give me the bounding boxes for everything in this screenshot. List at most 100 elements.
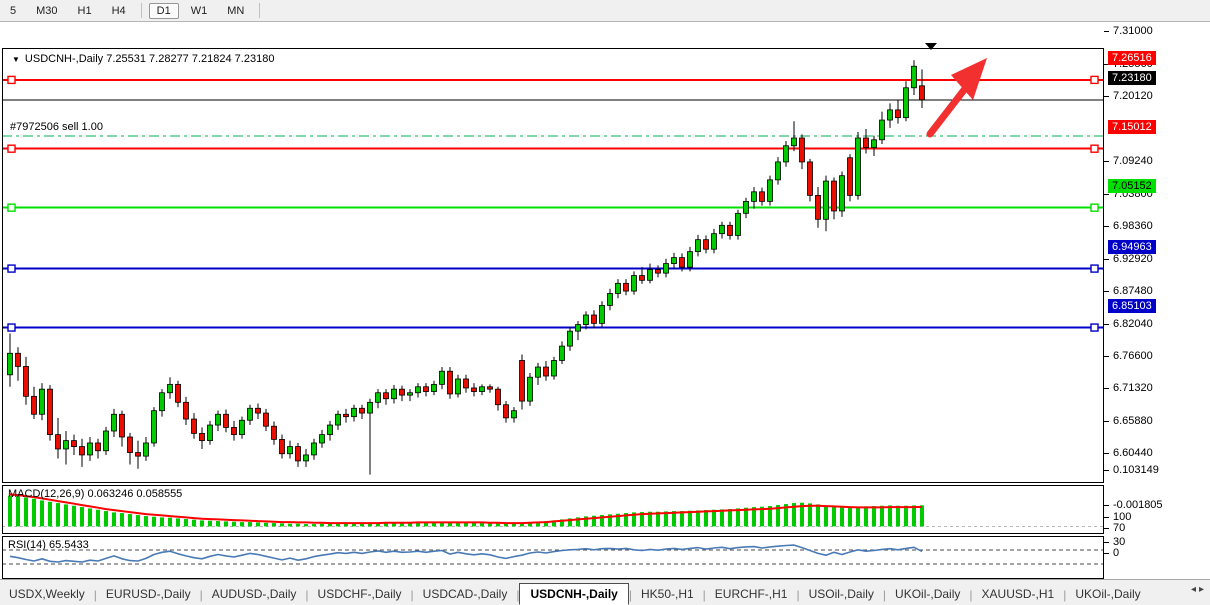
rsi-line bbox=[9, 544, 923, 563]
chart-tab-usdx-weekly[interactable]: USDX,Weekly bbox=[9, 587, 85, 601]
macd-histogram-bar bbox=[304, 524, 308, 527]
chart-tab-ukoil-daily[interactable]: UKOil-,Daily bbox=[895, 587, 961, 601]
candle bbox=[751, 187, 757, 209]
line-handle[interactable] bbox=[1090, 323, 1099, 332]
macd-histogram-bar bbox=[264, 522, 268, 527]
axis-tick-mark bbox=[1104, 31, 1109, 32]
macd-histogram-bar bbox=[688, 510, 692, 527]
sell-order-label[interactable]: #7972506 sell 1.00 bbox=[10, 120, 103, 133]
chart-tab-usoil-daily[interactable]: USOil-,Daily bbox=[808, 587, 874, 601]
macd-histogram-bar bbox=[544, 521, 548, 527]
candle bbox=[15, 347, 21, 381]
macd-histogram-bar bbox=[384, 522, 388, 527]
macd-histogram-bar bbox=[376, 522, 380, 527]
timeframe-button-m30[interactable]: M30 bbox=[36, 4, 58, 17]
candle bbox=[479, 384, 485, 396]
timeframe-button-h1[interactable]: H1 bbox=[77, 4, 92, 17]
price-pane[interactable] bbox=[2, 48, 1104, 483]
macd-histogram-bar bbox=[168, 517, 172, 527]
macd-histogram-bar bbox=[280, 523, 284, 527]
chart-tab-xauusd-h1[interactable]: XAUUSD-,H1 bbox=[981, 587, 1055, 601]
candle bbox=[503, 401, 509, 423]
rsi-pane[interactable] bbox=[2, 536, 1104, 579]
candle bbox=[727, 221, 733, 240]
chart-tab-usdcad-daily[interactable]: USDCAD-,Daily bbox=[422, 587, 508, 601]
candle bbox=[583, 311, 589, 330]
macd-histogram-bar bbox=[512, 523, 516, 527]
candle bbox=[447, 367, 453, 399]
macd-histogram-bar bbox=[696, 510, 700, 527]
candle bbox=[919, 69, 925, 108]
macd-histogram-bar bbox=[616, 513, 620, 527]
candle bbox=[135, 440, 141, 469]
macd-histogram-bar bbox=[192, 519, 196, 527]
candle bbox=[119, 410, 125, 447]
macd-pane[interactable] bbox=[2, 485, 1104, 534]
triangle-marker-icon[interactable] bbox=[925, 43, 937, 50]
candle bbox=[863, 129, 869, 154]
candle bbox=[71, 434, 77, 455]
axis-tick-mark bbox=[1104, 96, 1109, 97]
candle bbox=[735, 209, 741, 240]
candle bbox=[719, 221, 725, 239]
timeframe-button-5[interactable]: 5 bbox=[10, 4, 17, 17]
candle bbox=[823, 175, 829, 232]
chart-region: ▼ USDCNH-,Daily 7.25531 7.28277 7.21824 7… bbox=[0, 22, 1210, 595]
line-handle[interactable] bbox=[7, 203, 16, 212]
chart-tab-ukoil-daily[interactable]: UKOil-,Daily bbox=[1075, 587, 1141, 601]
candle bbox=[239, 416, 245, 439]
macd-histogram-bar bbox=[776, 505, 780, 527]
candle bbox=[63, 431, 69, 465]
macd-histogram-bar bbox=[408, 522, 412, 527]
macd-histogram-bar bbox=[120, 513, 124, 527]
line-handle[interactable] bbox=[1090, 144, 1099, 153]
chart-tab-audusd-daily[interactable]: AUDUSD-,Daily bbox=[211, 587, 297, 601]
candle bbox=[327, 420, 333, 441]
candle bbox=[807, 158, 813, 202]
price-axis-label: 70 bbox=[1113, 522, 1126, 534]
candle bbox=[911, 60, 917, 95]
axis-tick-mark bbox=[1104, 291, 1109, 292]
macd-histogram-bar bbox=[440, 522, 444, 527]
price-axis-label: 7.20120 bbox=[1113, 90, 1153, 102]
macd-histogram-bar bbox=[712, 509, 716, 527]
macd-histogram-bar bbox=[848, 507, 852, 527]
price-axis-label: 6.82040 bbox=[1113, 318, 1153, 330]
macd-histogram-bar bbox=[72, 505, 76, 527]
tab-scroll-left-icon[interactable]: ◂ bbox=[1190, 584, 1199, 595]
line-handle[interactable] bbox=[7, 144, 16, 153]
line-handle[interactable] bbox=[7, 75, 16, 85]
chart-tab-eurusd-daily[interactable]: EURUSD-,Daily bbox=[105, 587, 191, 601]
line-handle[interactable] bbox=[7, 323, 16, 332]
line-handle[interactable] bbox=[1090, 203, 1099, 212]
tab-scroll-right-icon[interactable]: ▸ bbox=[1198, 584, 1207, 595]
timeframe-button-h4[interactable]: H4 bbox=[111, 4, 126, 17]
chart-tab-usdcnh-daily[interactable]: USDCNH-,Daily bbox=[519, 583, 629, 605]
candle bbox=[255, 403, 261, 420]
candle bbox=[415, 383, 421, 398]
line-handle[interactable] bbox=[1090, 75, 1099, 85]
tab-separator: | bbox=[969, 588, 973, 602]
chart-tab-eurchf-h1[interactable]: EURCHF-,H1 bbox=[714, 587, 788, 601]
tab-scroll-arrows[interactable]: ◂▸ bbox=[1191, 584, 1207, 595]
timeframe-button-mn[interactable]: MN bbox=[227, 4, 245, 17]
price-axis-label: 6.87480 bbox=[1113, 285, 1153, 297]
candle bbox=[79, 438, 85, 467]
macd-histogram-bar bbox=[760, 506, 764, 527]
timeframe-button-d1[interactable]: D1 bbox=[148, 2, 179, 19]
macd-histogram-bar bbox=[744, 507, 748, 527]
line-handle[interactable] bbox=[1090, 264, 1099, 273]
candle bbox=[167, 377, 173, 399]
chart-tab-hk50-h1[interactable]: HK50-,H1 bbox=[640, 587, 694, 601]
macd-histogram-bar bbox=[912, 505, 916, 527]
macd-histogram-bar bbox=[136, 515, 140, 527]
candle bbox=[175, 380, 181, 408]
price-axis-label: 6.92920 bbox=[1113, 253, 1153, 265]
chart-tab-usdchf-daily[interactable]: USDCHF-,Daily bbox=[317, 587, 402, 601]
up-right-arrow-annotation[interactable] bbox=[926, 58, 987, 138]
chart-dropdown-icon[interactable]: ▼ bbox=[12, 55, 20, 64]
candle bbox=[543, 361, 549, 381]
timeframe-button-w1[interactable]: W1 bbox=[190, 4, 208, 17]
line-handle[interactable] bbox=[7, 264, 16, 273]
